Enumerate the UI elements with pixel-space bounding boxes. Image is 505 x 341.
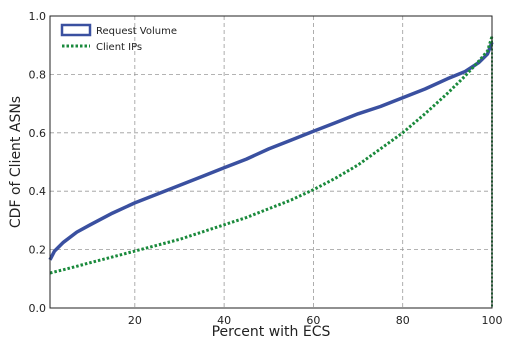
legend-label-request-volume: Request Volume [96,26,177,37]
y-tick-label: 0.2 [29,244,47,257]
y-tick-label: 1.0 [29,10,47,23]
grid-lines [50,15,493,309]
legend-swatch-request-volume [60,23,92,37]
y-tick-label: 0.8 [29,68,47,81]
tick-labels: 20 40 60 80 100 0.0 0.2 0.4 0.6 0.8 1.0 [29,10,503,327]
legend: Request Volume Client IPs [60,23,177,53]
y-axis-label: CDF of Client ASNs [8,96,24,228]
x-tick-label: 60 [306,314,320,327]
y-tick-label: 0.6 [29,127,47,140]
x-tick-label: 80 [396,314,410,327]
x-axis-label: Percent with ECS [212,324,331,340]
legend-label-client-ips: Client IPs [96,42,142,53]
x-tick-label: 40 [217,314,231,327]
y-tick-label: 0.4 [29,185,47,198]
series-lines [48,35,494,308]
series-line-client-ips [49,35,494,275]
series-line-request-volume [48,41,494,261]
x-tick-label: 100 [482,314,503,327]
y-tick-label: 0.0 [29,302,47,315]
x-tick-label: 20 [128,314,142,327]
plot-frame [49,15,493,309]
